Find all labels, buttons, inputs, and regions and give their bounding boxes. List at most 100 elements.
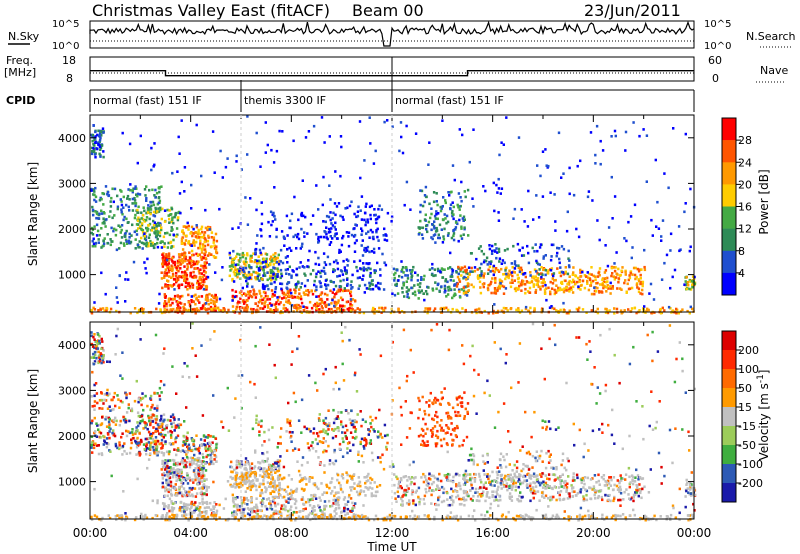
- power-cell: [319, 302, 322, 305]
- velocity-cell: [292, 510, 296, 514]
- power-cell: [315, 272, 318, 276]
- velocity-cell: [181, 494, 184, 498]
- power-cell: [201, 230, 204, 234]
- power-cell: [477, 307, 481, 311]
- power-cell: [273, 255, 277, 259]
- velocity-cell: [131, 428, 134, 431]
- velocity-cell: [253, 465, 257, 468]
- power-cell: [539, 288, 542, 291]
- velocity-cell: [97, 361, 100, 365]
- velocity-cell: [235, 505, 239, 509]
- power-cell: [289, 219, 292, 223]
- power-cell: [498, 287, 501, 290]
- power-cell: [90, 311, 94, 315]
- power-cell: [270, 289, 274, 292]
- power-cell: [200, 248, 204, 251]
- power-cell: [400, 135, 403, 139]
- velocity-cell: [158, 394, 161, 398]
- power-cell: [398, 274, 401, 278]
- velocity-cell: [162, 452, 166, 455]
- power-cell: [100, 271, 103, 275]
- power-cell: [212, 236, 216, 239]
- velocity-cell: [232, 500, 235, 504]
- power-cell: [195, 123, 198, 127]
- power-cell: [202, 266, 205, 270]
- power-cell: [315, 184, 318, 187]
- power-cell: [549, 258, 553, 262]
- power-cell: [295, 303, 298, 307]
- power-cell: [154, 210, 157, 214]
- power-cell: [634, 266, 637, 270]
- power-cell: [589, 278, 592, 282]
- power-cell: [198, 287, 201, 290]
- power-cell: [470, 266, 473, 270]
- velocity-cell: [186, 437, 189, 440]
- power-cell: [125, 203, 128, 207]
- velocity-cell: [128, 419, 131, 423]
- power-cell: [166, 246, 170, 249]
- power-cell: [475, 308, 479, 311]
- power-cell: [629, 270, 633, 273]
- power-cell: [249, 197, 252, 200]
- power-cell: [202, 233, 206, 237]
- velocity-cell: [373, 481, 376, 484]
- power-cell: [569, 286, 572, 289]
- power-cell: [156, 210, 159, 213]
- power-cell: [242, 302, 246, 305]
- power-scatter: [90, 115, 697, 315]
- velocity-cell: [321, 493, 324, 496]
- velocity-cell: [101, 358, 105, 362]
- power-cell: [182, 274, 186, 278]
- velocity-cell: [96, 424, 99, 427]
- velocity-cell: [197, 466, 200, 469]
- power-cell: [122, 218, 125, 222]
- velocity-cell: [325, 485, 329, 488]
- power-cell: [339, 214, 342, 218]
- power-cell: [119, 241, 123, 245]
- power-cell: [257, 261, 260, 264]
- power-cell: [394, 271, 397, 275]
- power-cell: [125, 271, 128, 274]
- power-cell: [242, 253, 246, 257]
- power-cell: [205, 286, 208, 289]
- power-cell: [176, 264, 180, 268]
- power-cell: [329, 211, 332, 214]
- velocity-cell: [149, 452, 152, 455]
- velocity-cell: [105, 392, 109, 395]
- velocity-cell: [119, 399, 123, 403]
- velocity-cell: [190, 500, 194, 504]
- velocity-cell: [192, 462, 195, 465]
- velocity-cell: [178, 509, 181, 512]
- power-cell: [176, 276, 179, 280]
- velocity-cell: [98, 407, 101, 410]
- velocity-cell: [370, 492, 373, 495]
- velocity-cell: [208, 462, 211, 466]
- power-cell: [629, 215, 633, 218]
- velocity-cell: [169, 489, 172, 492]
- power-cell: [199, 246, 202, 250]
- velocity-cell: [294, 489, 298, 492]
- velocity-cell: [367, 488, 370, 491]
- power-cell: [500, 141, 503, 144]
- power-cell: [315, 308, 318, 312]
- power-cell: [230, 264, 233, 268]
- power-cell: [334, 213, 337, 217]
- power-cell: [578, 306, 581, 310]
- power-cell: [338, 248, 341, 252]
- velocity-cell: [202, 484, 205, 487]
- power-cell: [285, 300, 288, 303]
- power-cell: [423, 274, 426, 278]
- velocity-cell: [121, 432, 124, 435]
- power-cell: [184, 308, 188, 312]
- power-cell: [304, 306, 307, 309]
- power-cell: [270, 275, 273, 279]
- power-cell: [191, 263, 195, 267]
- power-cell: [643, 268, 647, 272]
- velocity-cell: [196, 464, 199, 468]
- power-cell: [610, 135, 613, 138]
- power-cell: [254, 302, 257, 305]
- power-cell: [97, 309, 100, 312]
- power-cell: [503, 261, 506, 265]
- velocity-cell: [202, 456, 205, 459]
- power-cell: [453, 228, 457, 231]
